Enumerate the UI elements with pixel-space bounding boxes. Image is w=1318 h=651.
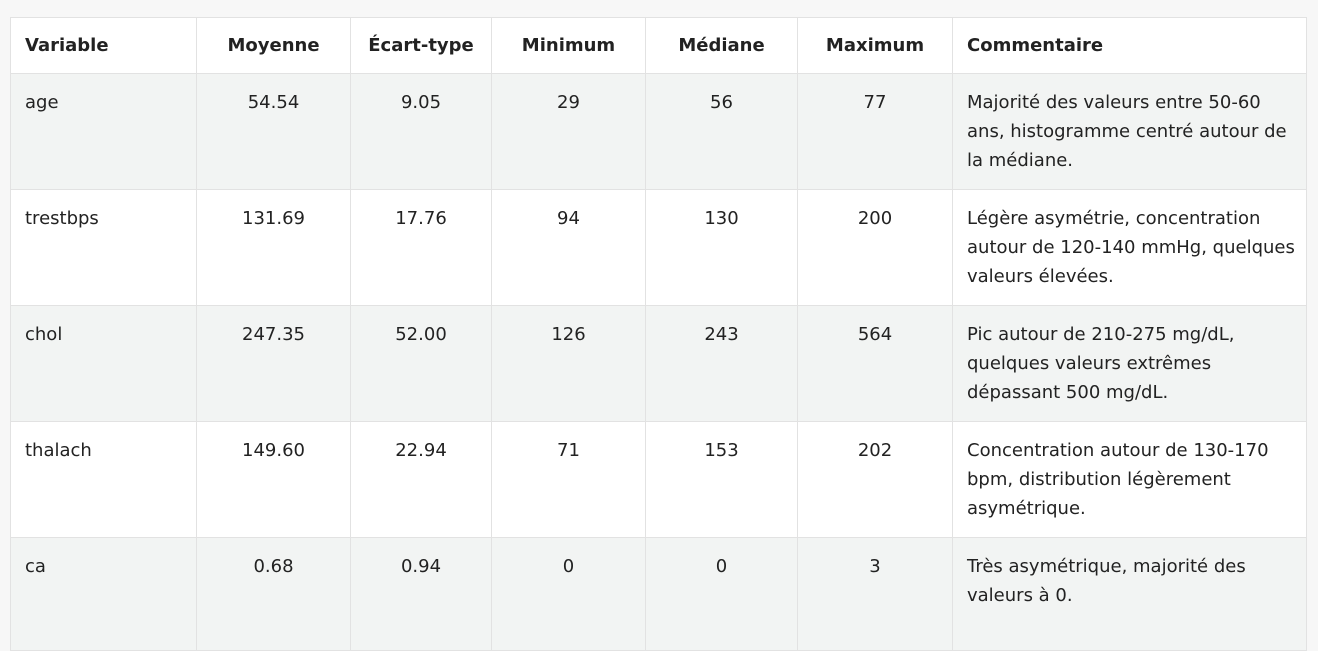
cell-variable: chol: [10, 305, 197, 422]
cell-minimum: 71: [491, 421, 646, 538]
header-commentaire: Commentaire: [952, 17, 1307, 74]
cell-maximum: 202: [797, 421, 953, 538]
table-header: Variable Moyenne Écart-type Minimum Médi…: [10, 17, 1307, 74]
cell-mediane: 153: [645, 421, 798, 538]
cell-variable: trestbps: [10, 189, 197, 306]
cell-mediane: 0: [645, 537, 798, 651]
cell-moyenne: 0.68: [196, 537, 351, 651]
cell-commentaire: Pic autour de 210-275 mg/dL, quelques va…: [952, 305, 1307, 422]
cell-moyenne: 247.35: [196, 305, 351, 422]
table-row: chol 247.35 52.00 126 243 564 Pic autour…: [10, 305, 1307, 422]
cell-maximum: 564: [797, 305, 953, 422]
descriptive-stats-table: Variable Moyenne Écart-type Minimum Médi…: [10, 17, 1307, 651]
cell-ecart-type: 22.94: [350, 421, 492, 538]
header-ecart-type: Écart-type: [350, 17, 492, 74]
header-maximum: Maximum: [797, 17, 953, 74]
cell-mediane: 56: [645, 73, 798, 190]
header-variable: Variable: [10, 17, 197, 74]
cell-variable: ca: [10, 537, 197, 651]
cell-mediane: 243: [645, 305, 798, 422]
cell-commentaire: Légère asymétrie, concentration autour d…: [952, 189, 1307, 306]
cell-variable: age: [10, 73, 197, 190]
header-moyenne: Moyenne: [196, 17, 351, 74]
cell-ecart-type: 9.05: [350, 73, 492, 190]
cell-moyenne: 54.54: [196, 73, 351, 190]
table-row: age 54.54 9.05 29 56 77 Majorité des val…: [10, 73, 1307, 190]
table-row: trestbps 131.69 17.76 94 130 200 Légère …: [10, 189, 1307, 306]
cell-minimum: 94: [491, 189, 646, 306]
table-body: age 54.54 9.05 29 56 77 Majorité des val…: [10, 73, 1307, 651]
table-row: thalach 149.60 22.94 71 153 202 Concentr…: [10, 421, 1307, 538]
cell-maximum: 77: [797, 73, 953, 190]
stats-table-container: Variable Moyenne Écart-type Minimum Médi…: [10, 17, 1307, 651]
cell-minimum: 126: [491, 305, 646, 422]
cell-mediane: 130: [645, 189, 798, 306]
cell-moyenne: 131.69: [196, 189, 351, 306]
table-row: ca 0.68 0.94 0 0 3 Très asymétrique, maj…: [10, 537, 1307, 651]
cell-commentaire: Concentration autour de 130-170 bpm, dis…: [952, 421, 1307, 538]
cell-commentaire: Très asymétrique, majorité des valeurs à…: [952, 537, 1307, 651]
cell-ecart-type: 17.76: [350, 189, 492, 306]
cell-maximum: 3: [797, 537, 953, 651]
cell-ecart-type: 52.00: [350, 305, 492, 422]
cell-moyenne: 149.60: [196, 421, 351, 538]
cell-variable: thalach: [10, 421, 197, 538]
cell-commentaire: Majorité des valeurs entre 50-60 ans, hi…: [952, 73, 1307, 190]
cell-minimum: 29: [491, 73, 646, 190]
header-minimum: Minimum: [491, 17, 646, 74]
header-row: Variable Moyenne Écart-type Minimum Médi…: [10, 17, 1307, 74]
header-mediane: Médiane: [645, 17, 798, 74]
cell-maximum: 200: [797, 189, 953, 306]
cell-ecart-type: 0.94: [350, 537, 492, 651]
cell-minimum: 0: [491, 537, 646, 651]
